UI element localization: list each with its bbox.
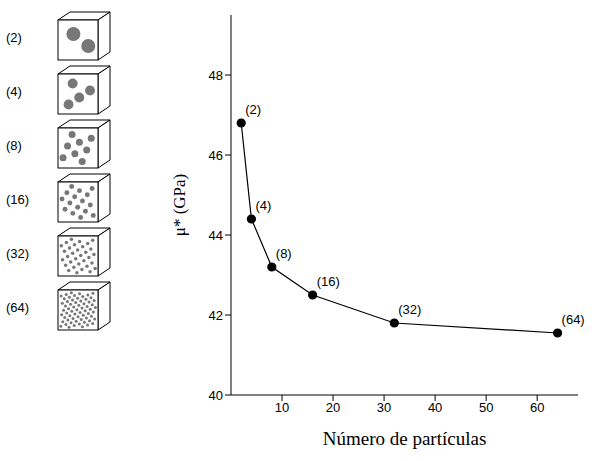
svg-text:(4): (4) (255, 198, 271, 213)
svg-text:40: 40 (428, 400, 442, 415)
svg-text:(2): (2) (6, 30, 22, 45)
svg-text:48: 48 (209, 68, 223, 83)
svg-text:20: 20 (326, 400, 340, 415)
svg-text:(2): (2) (245, 102, 261, 117)
svg-text:(16): (16) (6, 192, 29, 207)
svg-text:(4): (4) (6, 84, 22, 99)
svg-text:10: 10 (275, 400, 289, 415)
svg-text:46: 46 (209, 148, 223, 163)
svg-text:(8): (8) (6, 138, 22, 153)
svg-text:(8): (8) (276, 246, 292, 261)
svg-text:(64): (64) (6, 300, 29, 315)
svg-text:(16): (16) (317, 274, 340, 289)
svg-text:(64): (64) (562, 312, 585, 327)
svg-text:44: 44 (209, 228, 223, 243)
svg-text:40: 40 (209, 388, 223, 403)
svg-text:30: 30 (377, 400, 391, 415)
svg-text:(32): (32) (398, 302, 421, 317)
svg-text:Número de partículas: Número de partículas (323, 428, 487, 449)
svg-text:50: 50 (479, 400, 493, 415)
svg-text:60: 60 (530, 400, 544, 415)
svg-text:42: 42 (209, 308, 223, 323)
svg-text:μ* (GPa): μ* (GPa) (170, 174, 189, 236)
svg-text:(32): (32) (6, 246, 29, 261)
